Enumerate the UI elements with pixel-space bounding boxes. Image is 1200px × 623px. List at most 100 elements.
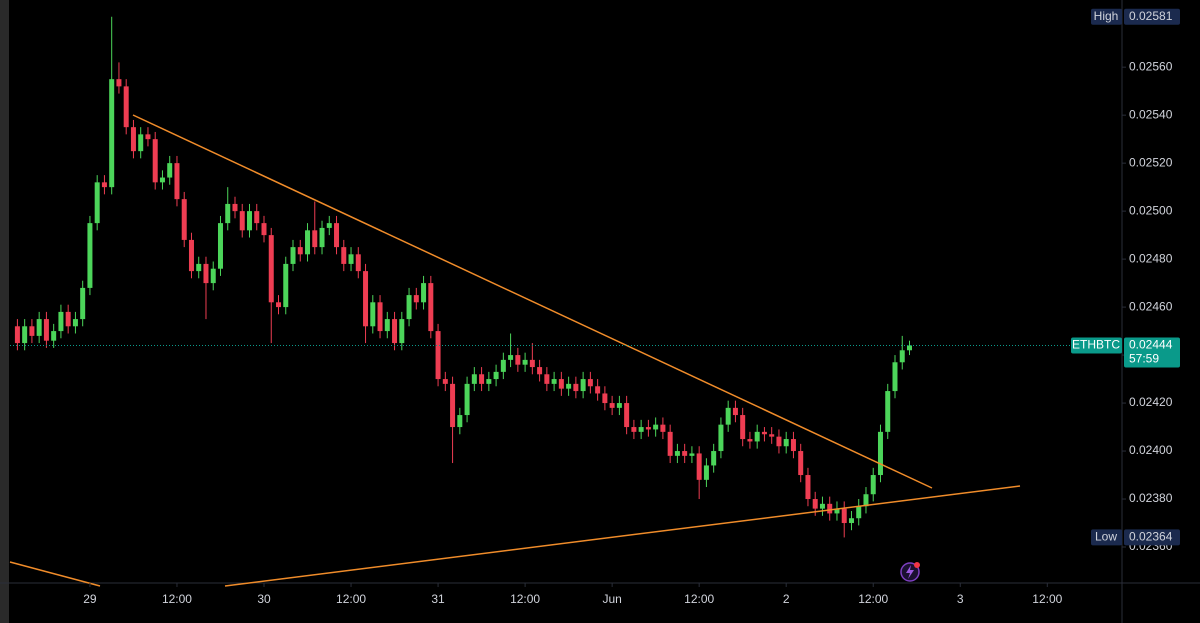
candle-body [595,386,601,394]
candle-body [406,295,412,320]
candle-body [580,379,586,392]
trend-line [132,114,933,489]
candle-body [116,79,122,87]
candle-body [479,374,485,384]
x-tick-label: 3 [957,592,964,606]
candle-body [428,283,434,332]
candle-body [290,247,296,264]
candle-body [500,359,506,372]
candle-body [631,427,637,432]
candle-body [493,371,499,380]
x-tick-label: 12:00 [162,592,192,606]
price-marker-value: 0.02364 [1129,530,1173,544]
alert-icon[interactable] [900,562,920,582]
candle-body [660,424,666,432]
candle-body [101,182,107,188]
candle-body [261,223,267,236]
candle-body [174,163,180,200]
candle-body [43,319,49,341]
candle-body [805,475,811,500]
candle-body [689,453,695,456]
y-tick-label: 0.02520 [1129,155,1173,169]
y-tick-label: 0.02500 [1129,203,1173,217]
candle-body [464,383,470,416]
candle-body [682,451,688,456]
candle-body [80,287,86,320]
candle-body [819,503,825,509]
candle-body [754,431,760,442]
candle-body [363,271,369,327]
candle-body [522,359,528,365]
y-tick-label: 0.02420 [1129,395,1173,409]
candle-body [537,367,543,375]
y-tick-label: 0.02560 [1129,59,1173,73]
candle-body [834,508,840,514]
symbol-label: ETHBTC [1072,338,1120,352]
candle-body [471,374,477,384]
candle-body [334,223,340,248]
candle-body [72,319,78,327]
candle-body [130,127,136,152]
candle-body [667,431,673,456]
candle-body [457,415,463,428]
price-marker-label: High [1094,9,1119,23]
candle-body [51,331,57,341]
candle-body [761,431,767,435]
candle-body [355,254,361,272]
candle-body [450,383,456,428]
y-tick-label: 0.02400 [1129,443,1173,457]
x-tick-label: 31 [431,592,445,606]
candle-body [776,436,782,447]
price-marker-label-box [1091,8,1122,25]
candle-body [783,439,789,447]
candle-body [29,326,35,336]
candle-body [638,427,644,432]
candle-body [790,439,796,452]
candle-body [138,134,144,152]
candle-body [145,134,151,140]
price-marker-box [1124,8,1180,25]
candle-body [674,451,680,456]
candle-body [348,254,354,264]
candle-body [587,379,593,387]
candle-body [58,311,64,332]
left-edge [0,0,9,623]
x-tick-label: 29 [83,592,97,606]
y-tick-label: 0.02460 [1129,299,1173,313]
candle-body [486,379,492,384]
candle-body [566,383,572,389]
last-price-value: 0.02444 [1129,338,1173,352]
x-tick-label: 12:00 [684,592,714,606]
candle-body [544,374,550,384]
candle-body [812,499,818,509]
candle-body [558,379,564,389]
candle-body [877,431,883,476]
countdown: 57:59 [1129,352,1159,366]
candle-body [188,239,194,272]
candle-body [181,199,187,240]
candle-body [297,247,303,255]
candle-body [515,355,521,365]
x-tick-label: 12:00 [1032,592,1062,606]
candle-body [312,230,318,248]
candle-body [87,223,93,288]
candle-body [413,295,419,303]
candle-body [22,326,28,344]
candle-body [870,475,876,495]
x-tick-label: 12:00 [858,592,888,606]
candle-body [276,302,282,308]
candle-body [159,177,165,183]
candle-body [906,345,912,351]
candle-body [203,263,209,284]
candle-body [725,407,731,425]
candle-body [435,331,441,380]
candle-body [268,235,274,303]
trend-line [9,561,101,587]
x-tick-label: Jun [602,592,621,606]
candle-body [377,302,383,332]
candle-body [885,391,891,432]
candle-body [827,503,833,514]
candle-body [609,403,615,408]
candle-body [246,211,252,231]
